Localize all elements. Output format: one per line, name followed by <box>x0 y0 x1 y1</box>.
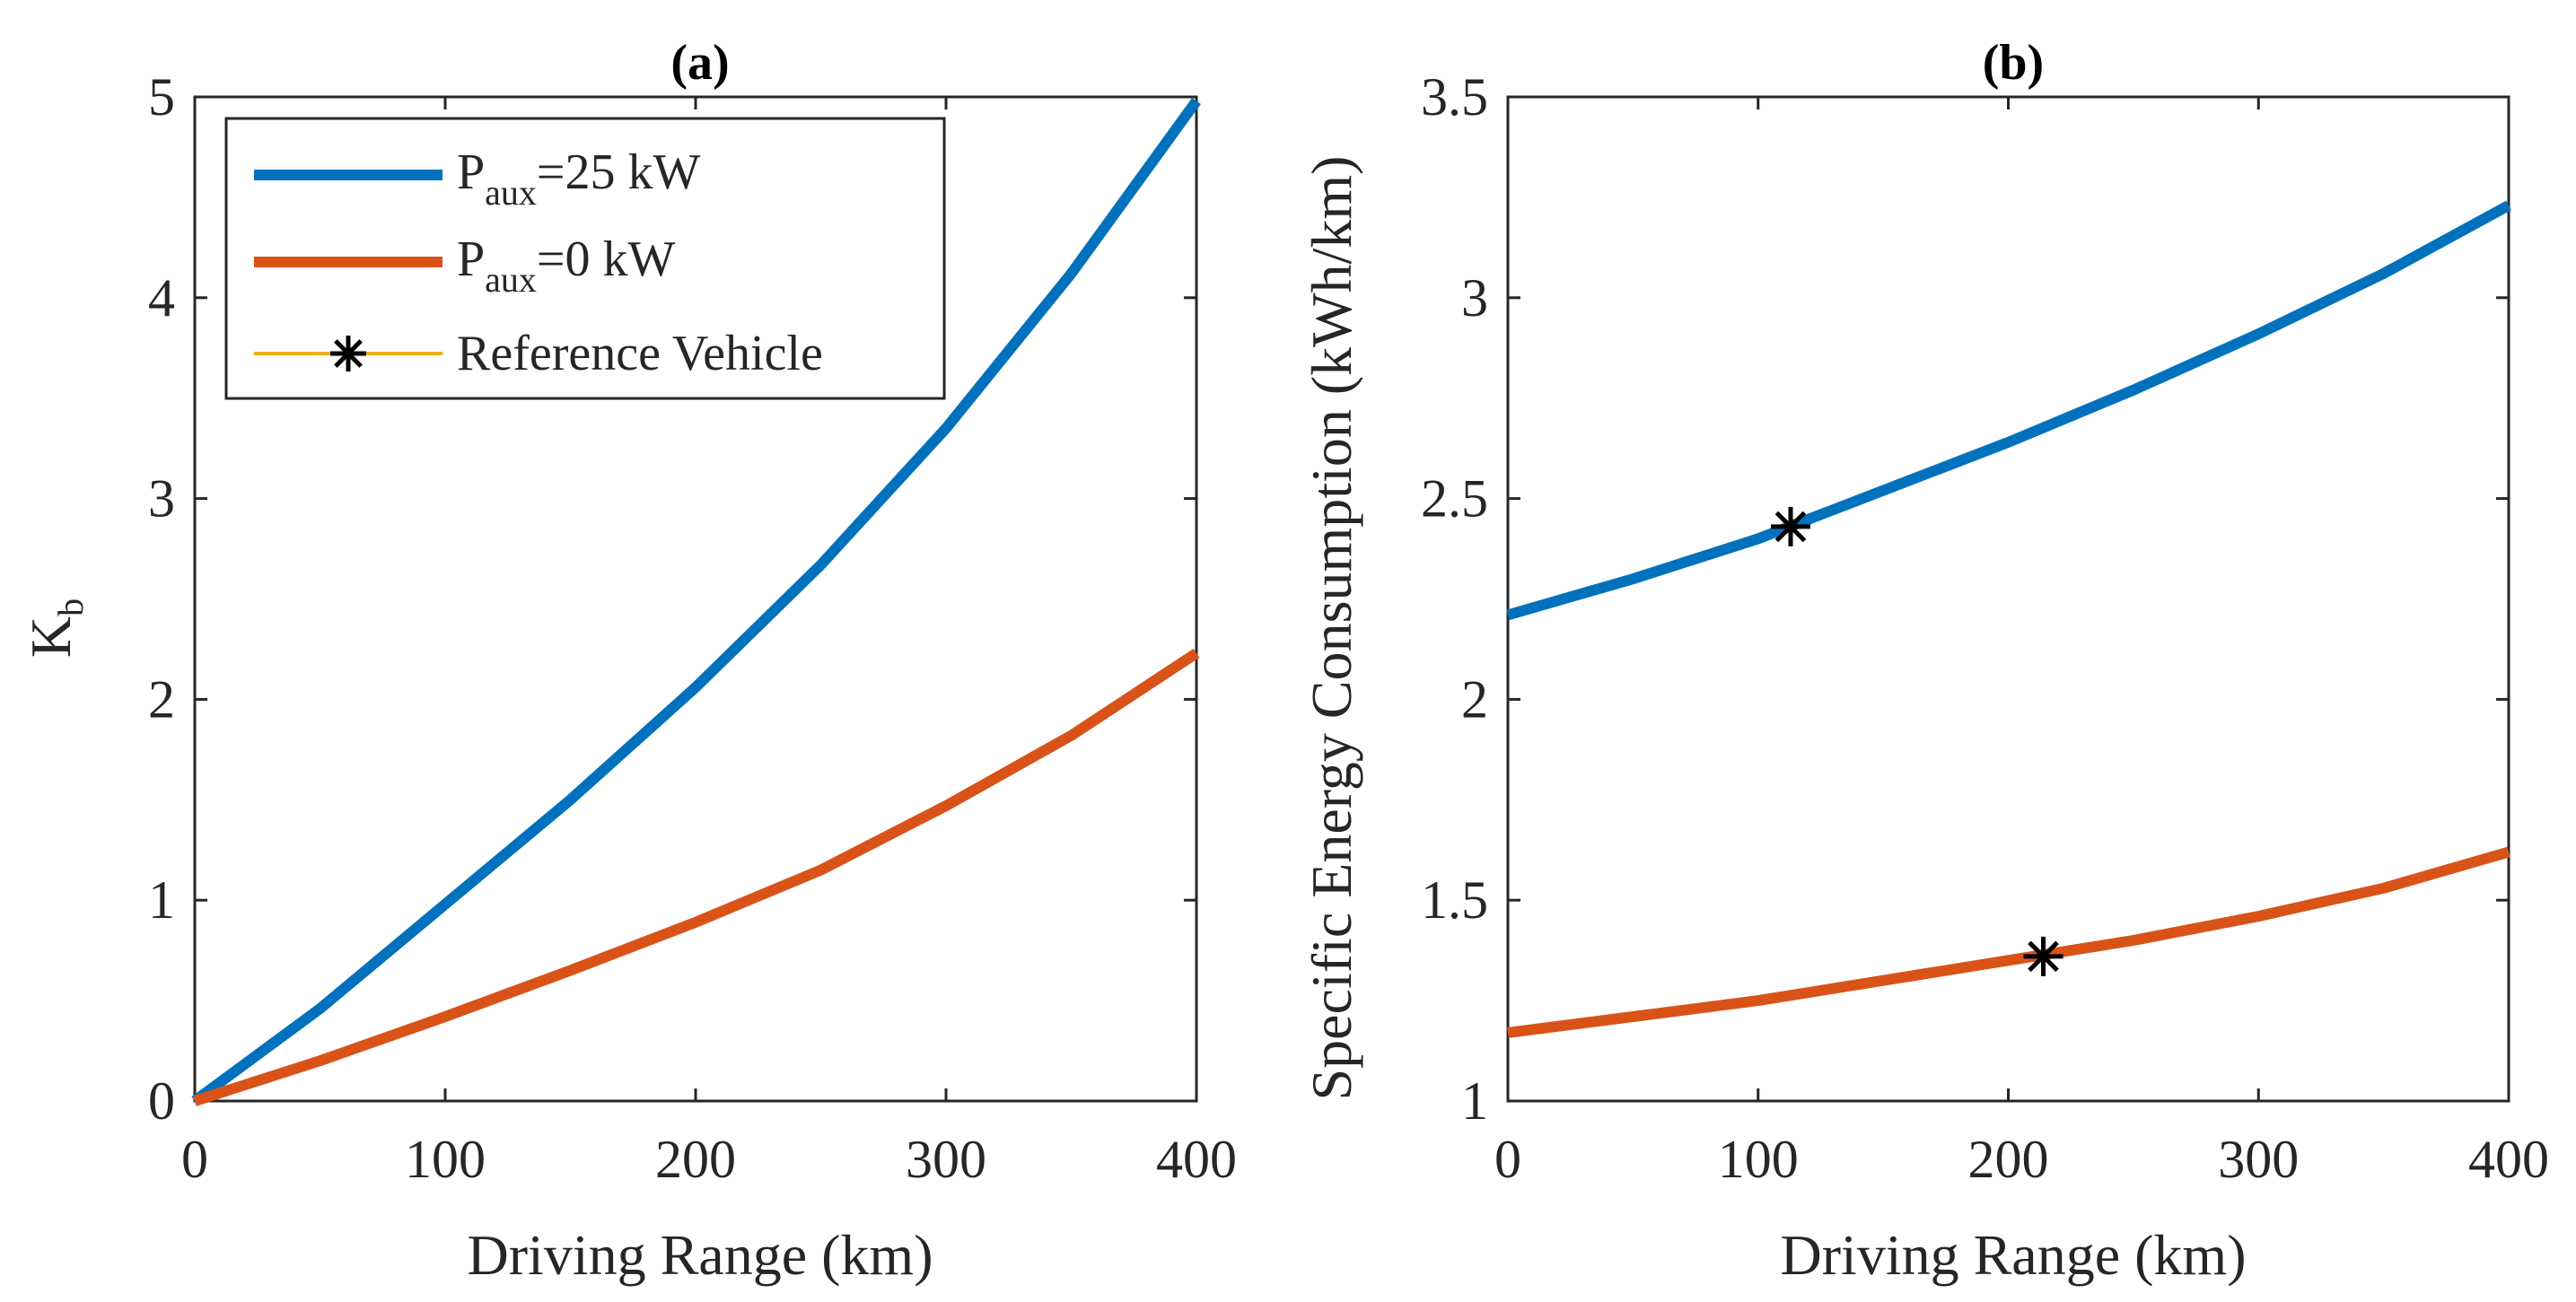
panel-a-series-paux-0 <box>193 648 1200 1106</box>
panel-b-title: (b) <box>1983 35 2044 91</box>
legend-label-reference-vehicle: Reference Vehicle <box>457 326 823 381</box>
panel-a: 0 100 200 300 400 0 1 2 3 4 5 (a) Driving Range (k… <box>19 35 1237 1287</box>
legend-entry-paux-0: Paux=0 kW <box>254 232 676 300</box>
legend-label-paux-0: Paux=0 kW <box>457 232 676 300</box>
panel-b-y-tick-label: 1 <box>1461 1071 1488 1131</box>
panel-a-title: (a) <box>670 35 729 91</box>
panel-b-axes-box <box>1506 95 2510 1103</box>
panel-b-series-paux-0 <box>1507 846 2510 1038</box>
panel-a-y-tick-label: 3 <box>148 469 175 529</box>
panel-a-y-tick-label: 0 <box>148 1071 175 1131</box>
panel-b-series-paux-25 <box>1506 200 2511 621</box>
legend-label-paux-25: Paux=25 kW <box>457 144 701 213</box>
panel-a-series-paux-25 <box>191 97 1201 1105</box>
panel-a-y-axis-label: Kb <box>19 599 91 658</box>
panel-b-x-axis-label: Driving Range (km) <box>1781 1223 2247 1287</box>
panel-b-x-tick-label: 300 <box>2218 1130 2299 1189</box>
panel-b-x-tick-label: 100 <box>1718 1130 1799 1189</box>
panel-b-y-tick-label: 2.5 <box>1421 469 1488 529</box>
legend-entry-reference-vehicle: Reference Vehicle <box>254 326 823 381</box>
panel-a-y-axis-label-sub: b <box>50 599 91 616</box>
panel-a-x-tick-label: 400 <box>1156 1130 1237 1189</box>
panel-a-plot-area: 0 100 200 300 400 0 1 2 3 4 5 <box>148 67 1237 1189</box>
panel-a-y-tick-label: 1 <box>148 870 175 930</box>
asterisk-marker-icon <box>330 336 366 371</box>
panel-a-y-tick-label: 2 <box>148 669 175 729</box>
panel-b-reference-marker-2 <box>2023 936 2063 976</box>
panel-b-reference-marker-1 <box>1770 506 1810 546</box>
panel-a-x-axis-label: Driving Range (km) <box>468 1223 933 1287</box>
panel-b-y-tick-label: 1.5 <box>1421 870 1488 930</box>
panel-a-y-tick-label: 5 <box>148 67 175 127</box>
legend-entry-paux-25: Paux=25 kW <box>254 144 701 213</box>
panel-b-x-tick-label: 0 <box>1494 1130 1521 1189</box>
panel-a-x-tick-label: 0 <box>181 1130 208 1189</box>
panel-b-y-tick-label: 3.5 <box>1421 67 1488 127</box>
panel-b-y-tick-label: 3 <box>1461 268 1488 328</box>
panel-b-x-tick-label: 200 <box>1968 1130 2049 1189</box>
legend-asterisk-glyph <box>330 336 366 371</box>
panel-a-x-tick-label: 100 <box>405 1130 486 1189</box>
panel-b-plot-area: 0 100 200 300 400 1 1.5 2 2.5 3 3.5 <box>1421 67 2549 1189</box>
panel-a-x-tick-label: 200 <box>655 1130 736 1189</box>
panel-b-y-tick-label: 2 <box>1461 669 1488 729</box>
panel-a-x-tick-label: 300 <box>906 1130 986 1189</box>
panel-b: 0 100 200 300 400 1 1.5 2 2.5 3 3.5 (b) Driving Ra… <box>1300 35 2549 1287</box>
panel-a-y-axis-label-main: K <box>19 616 83 658</box>
panel-a-y-tick-label: 4 <box>148 268 175 328</box>
panel-b-x-tick-label: 400 <box>2468 1130 2549 1189</box>
legend: Paux=25 kW Paux=0 kW Reference Vehicle <box>224 117 946 400</box>
panel-b-y-axis-label: Specific Energy Consumption (kWh/km) <box>1300 156 1363 1101</box>
